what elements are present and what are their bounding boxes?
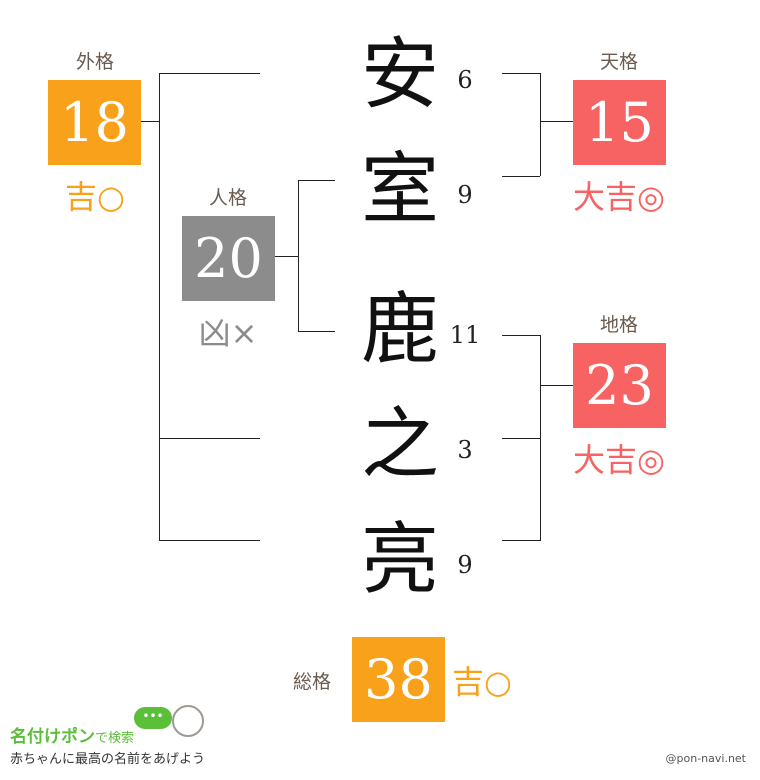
gaikaku-result: 吉○: [65, 178, 125, 216]
chikaku-result: 大吉◎: [573, 441, 665, 479]
bracket-line: [540, 121, 573, 122]
bracket-line: [141, 121, 159, 122]
logo-text: 名付けポン: [10, 727, 95, 747]
chat-bubble-icon: •••: [134, 707, 172, 729]
bracket-line: [502, 73, 540, 74]
stroke-count: 11: [449, 321, 481, 349]
bracket-line: [159, 73, 160, 541]
baby-face-icon: [172, 705, 204, 737]
soukaku-result: 吉○: [452, 663, 512, 701]
tagline: 赤ちゃんに最高の名前をあげよう: [10, 752, 206, 767]
bracket-line: [502, 540, 540, 541]
chikaku-value: 23: [573, 343, 666, 428]
stroke-count: 6: [457, 66, 473, 94]
stroke-count: 9: [457, 551, 473, 579]
name-char: 鹿: [360, 285, 439, 375]
bracket-line: [298, 180, 335, 181]
bracket-line: [159, 73, 260, 74]
tenkaku-result: 大吉◎: [573, 178, 665, 216]
bracket-line: [159, 540, 260, 541]
logo-suffix: で検索: [95, 731, 135, 746]
tenkaku-label: 天格: [599, 51, 638, 73]
bracket-line: [298, 180, 299, 331]
jinkaku-result: 凶×: [198, 314, 258, 352]
chikaku-label: 地格: [599, 314, 638, 336]
bracket-line: [275, 256, 298, 257]
jinkaku-label: 人格: [208, 187, 247, 209]
stroke-count: 3: [457, 436, 473, 464]
bracket-line: [540, 385, 573, 386]
name-char: 安: [360, 30, 439, 120]
site-logo[interactable]: 名付けポンで検索: [10, 722, 134, 747]
jinkaku-value: 20: [182, 216, 275, 301]
tenkaku-value: 15: [573, 80, 666, 165]
bracket-line: [540, 335, 541, 541]
stroke-count: 9: [457, 181, 473, 209]
soukaku-value: 38: [352, 637, 445, 722]
bracket-line: [502, 438, 540, 439]
bracket-line: [298, 331, 335, 332]
bracket-line: [502, 335, 540, 336]
gaikaku-label: 外格: [75, 51, 114, 73]
soukaku-label: 総格: [292, 671, 331, 693]
name-char: 亮: [360, 515, 439, 605]
bracket-line: [540, 73, 541, 176]
bracket-line: [502, 176, 540, 177]
name-char: 室: [360, 145, 439, 235]
gaikaku-value: 18: [48, 80, 141, 165]
bracket-line: [159, 438, 260, 439]
credit: @pon-navi.net: [665, 752, 746, 765]
name-char: 之: [360, 400, 439, 490]
